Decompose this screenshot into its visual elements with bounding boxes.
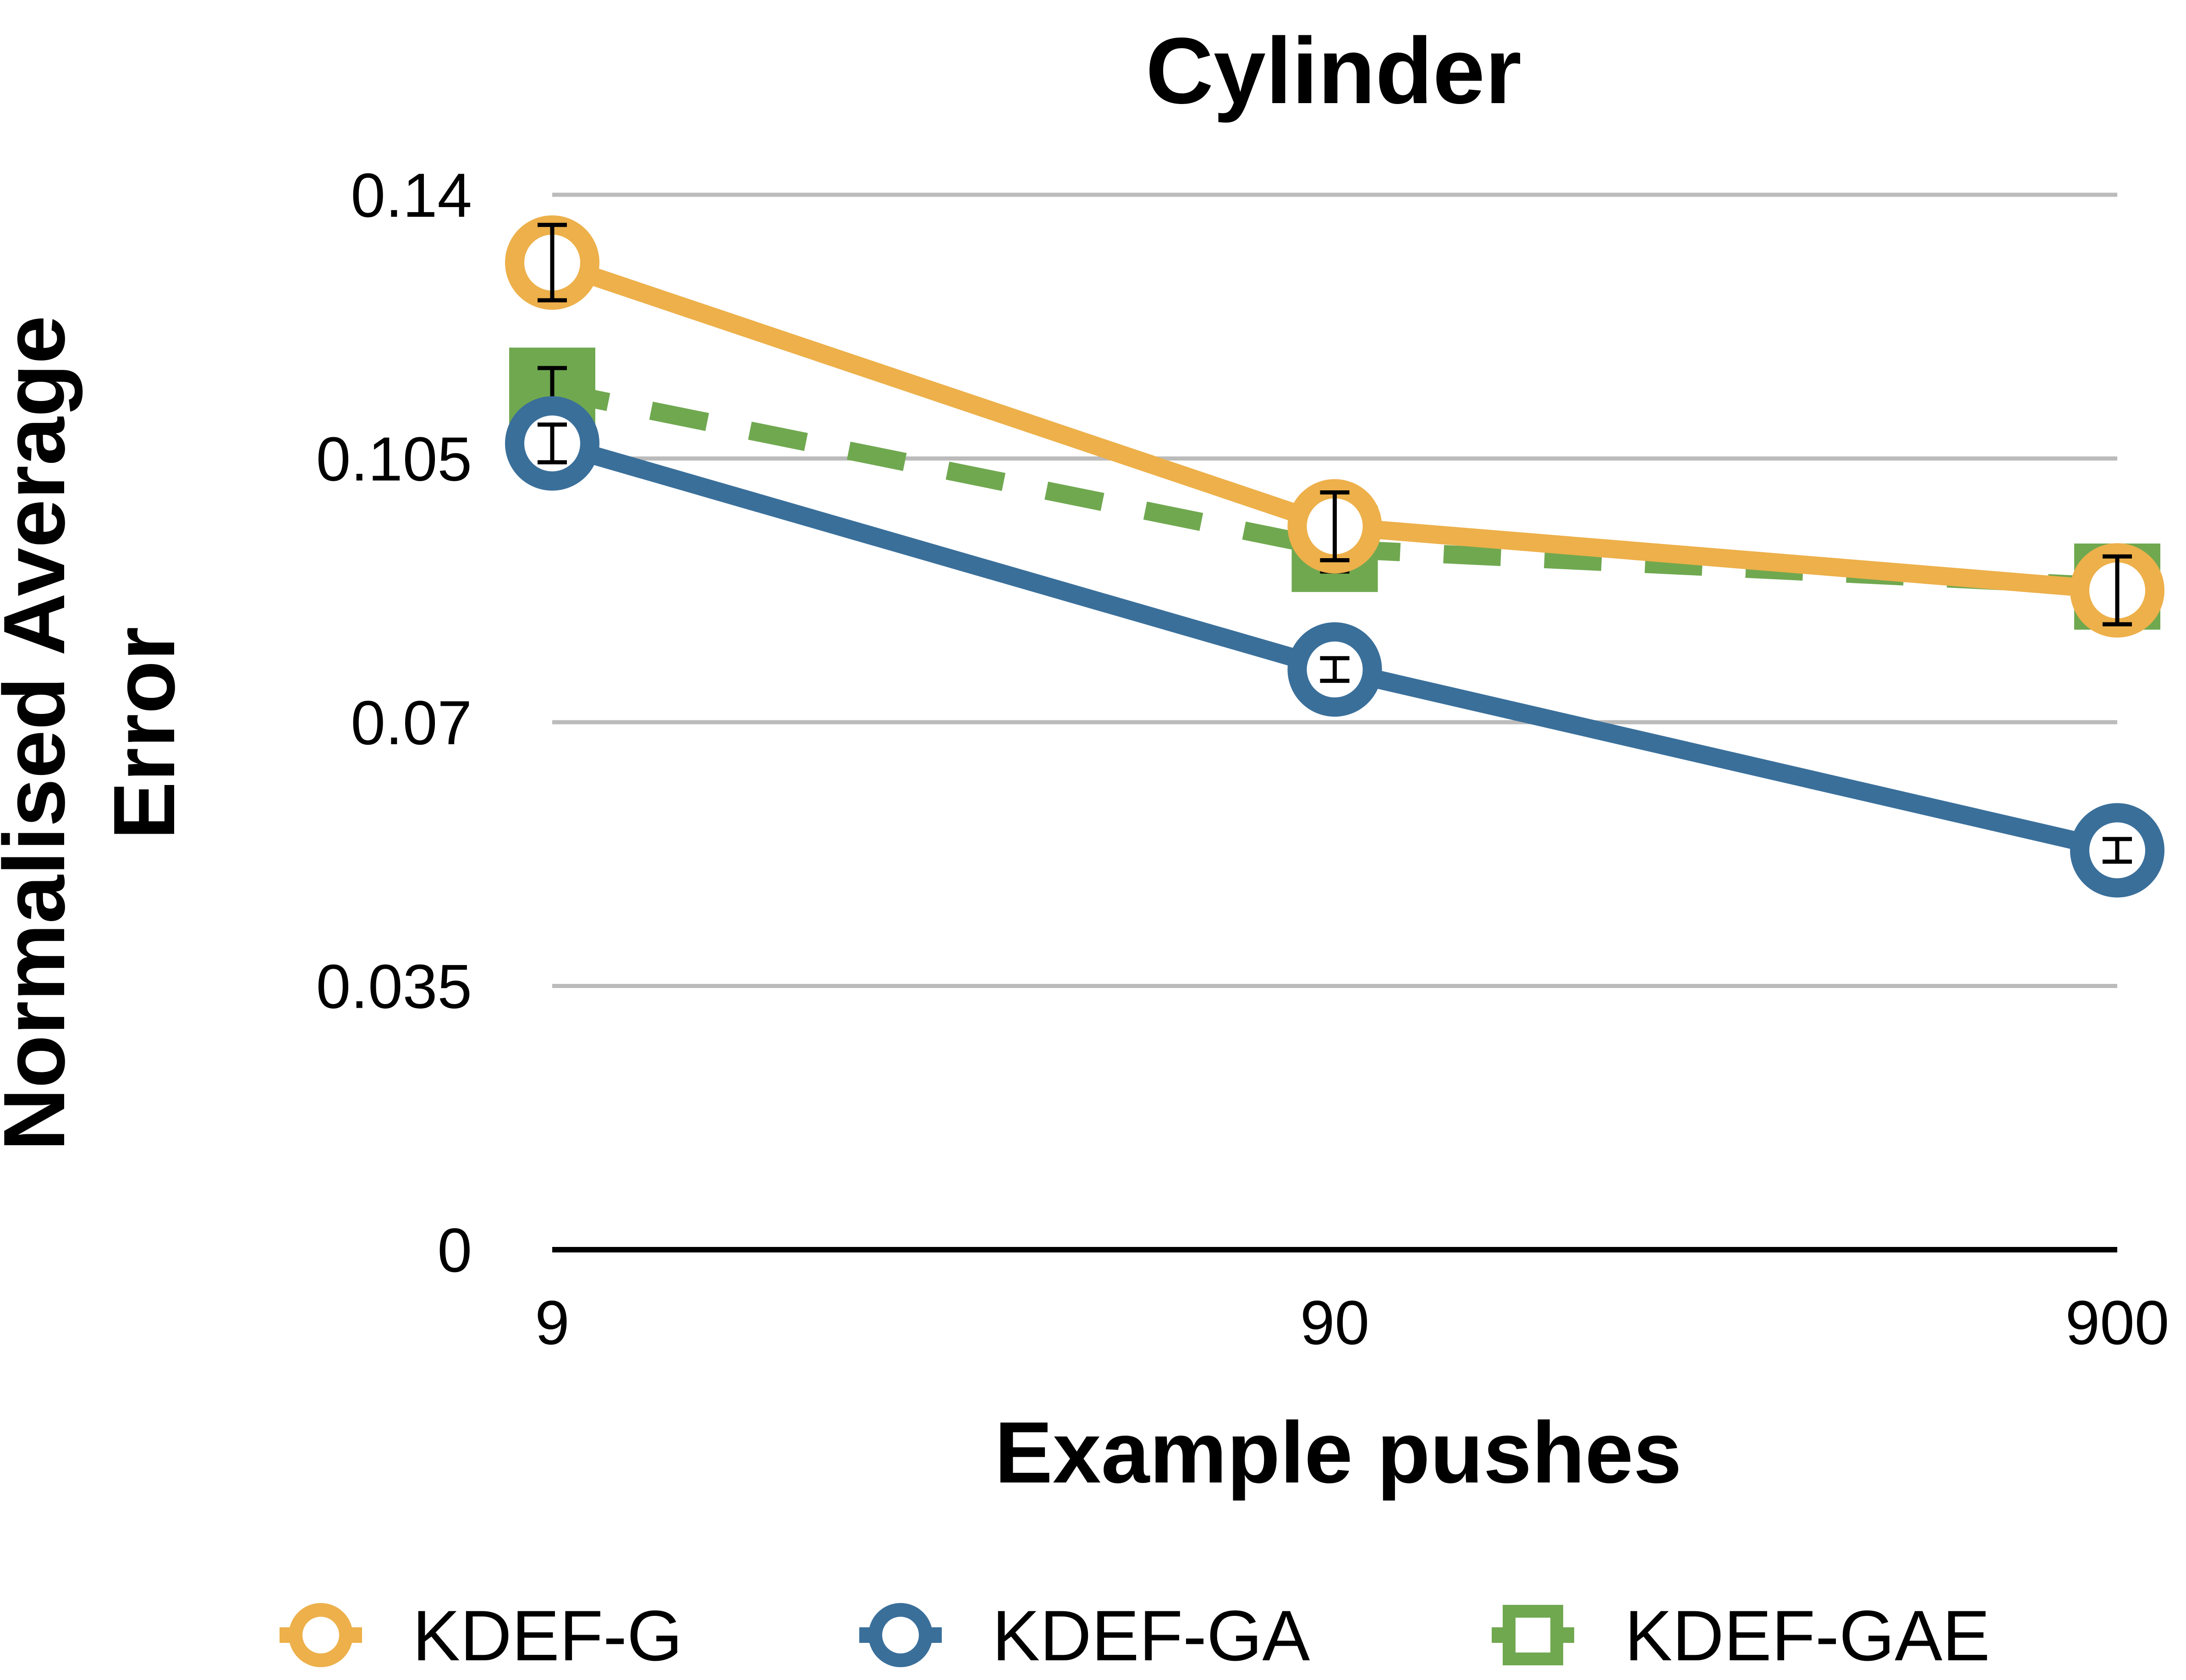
y-axis-title-line-2: Error: [96, 627, 193, 840]
y-axis-ticks: 0 0.035 0.07 0.105 0.14: [316, 160, 472, 1285]
error-bar: [2103, 554, 2132, 626]
series-kdef-ga: [505, 396, 2164, 898]
legend-marker: [1503, 1605, 1563, 1665]
legend: KDEF-G KDEF-GA KDEF-GAE: [280, 1596, 1990, 1676]
error-bar: [1320, 656, 1350, 683]
error-bar: [538, 423, 567, 465]
series-kdef-g: [505, 215, 2164, 638]
gridlines: [552, 192, 2117, 988]
x-tick-label: 9: [535, 1288, 570, 1357]
legend-marker: [868, 1603, 933, 1667]
y-tick-label: 0.105: [316, 424, 472, 494]
legend-marker: [289, 1603, 353, 1667]
x-tick-label: 90: [1300, 1288, 1369, 1357]
y-tick-label: 0.035: [316, 952, 472, 1021]
y-axis-title-line-1: Normalised Average: [0, 315, 83, 1151]
legend-label: KDEF-GAE: [1625, 1596, 1990, 1676]
legend-item-kdef-g: KDEF-G: [280, 1596, 682, 1676]
error-bar: [538, 223, 567, 302]
y-tick-label: 0.07: [351, 688, 472, 758]
legend-label: KDEF-GA: [992, 1596, 1310, 1676]
chart-title: Cylinder: [1146, 18, 1521, 123]
legend-label: KDEF-G: [412, 1596, 682, 1676]
x-axis-ticks: 9 90 900: [535, 1288, 2169, 1357]
y-axis-title: Normalised Average Error: [0, 315, 193, 1151]
legend-item-kdef-ga: KDEF-GA: [859, 1596, 1310, 1676]
y-tick-label: 0.14: [351, 160, 472, 230]
error-bar: [1320, 490, 1350, 562]
y-tick-label: 0: [437, 1215, 472, 1285]
x-axis-title: Example pushes: [994, 1404, 1682, 1501]
series-layer: [505, 215, 2164, 898]
legend-item-kdef-gae: KDEF-GAE: [1492, 1596, 1990, 1676]
x-tick-label: 900: [2065, 1288, 2170, 1357]
error-bar: [2103, 837, 2132, 864]
